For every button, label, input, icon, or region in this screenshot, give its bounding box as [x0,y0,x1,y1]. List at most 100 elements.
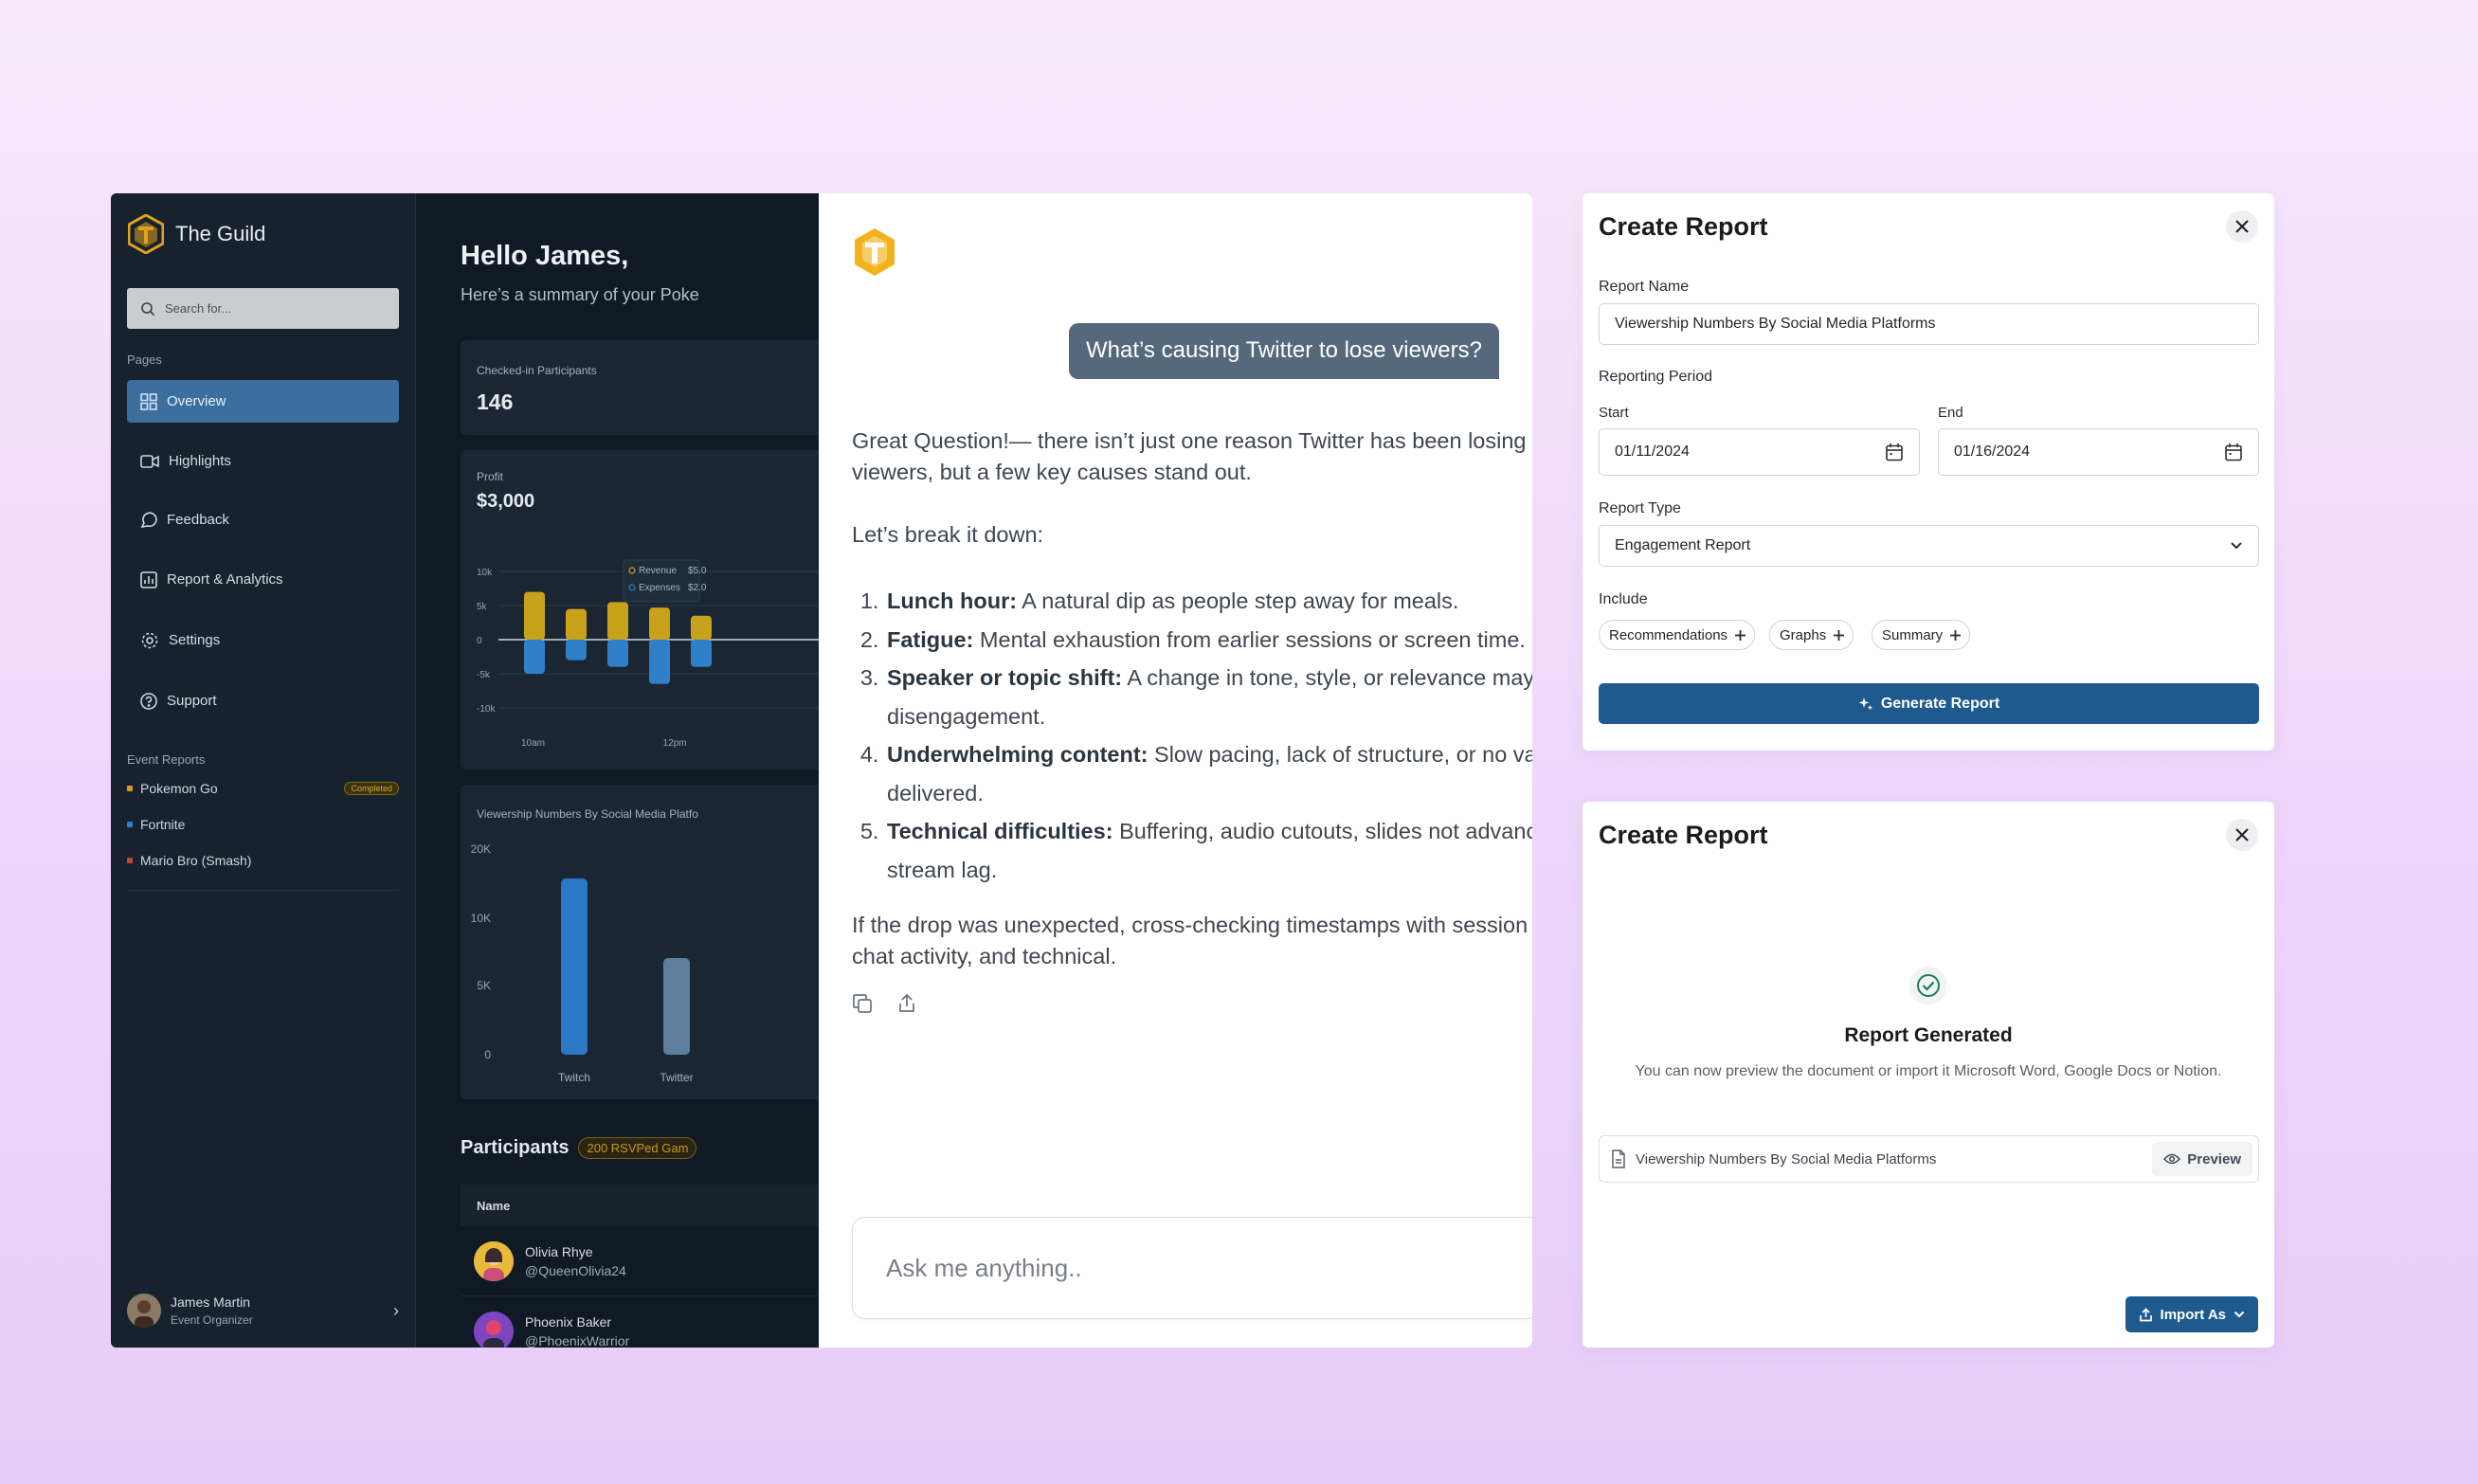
event-report-pokemon-go[interactable]: Pokemon Go Completed [127,781,399,796]
user-profile[interactable]: James Martin Event Organizer › [127,1285,399,1336]
x-tick-label: 12pm [663,738,687,749]
search-icon [140,301,155,317]
include-recommendations-chip[interactable]: Recommendations [1599,620,1756,650]
guild-logo-icon [853,226,896,278]
nav-item-highlights[interactable]: Highlights [127,440,399,482]
nav-label: Report & Analytics [167,571,283,588]
name-column-header[interactable]: Name [477,1198,511,1213]
expenses-bar [524,640,545,674]
brand[interactable]: The Guild [128,214,265,254]
nav-item-report-analytics[interactable]: Report & Analytics [127,558,399,601]
close-button[interactable] [2226,819,2258,851]
cause-title: Speaker or topic shift: [887,665,1123,690]
nav-item-settings[interactable]: Settings [127,619,399,661]
calendar-icon[interactable] [2224,443,2243,461]
avatar [474,1312,514,1348]
nav-label: Support [167,693,217,709]
report-generated-card: Create Report Report Generated You can n… [1583,802,2274,1348]
table-row[interactable]: Phoenix Baker @PhoenixWarrior [461,1296,819,1348]
calendar-icon[interactable] [1885,443,1904,461]
greeting: Hello James, [461,241,629,271]
report-name-value: Viewership Numbers By Social Media Platf… [1615,316,1936,332]
end-date-input[interactable]: 01/16/2024 [1938,428,2259,476]
event-report-mario-bro[interactable]: Mario Bro (Smash) [127,853,399,868]
table-row[interactable]: Olivia Rhye @QueenOlivia24 [461,1226,819,1296]
create-report-card: Create Report Report Name Viewership Num… [1583,193,2274,751]
profit-chart: 10k 5k 0 -5k -10k 10am 12pm Revenue $5.0 Expenses… [477,559,819,749]
report-generated-title: Report Generated [1844,1024,2013,1046]
sidebar-search-input[interactable]: Search for... [127,288,399,329]
copy-icon[interactable] [852,993,873,1014]
event-report-fortnite[interactable]: Fortnite [127,817,399,832]
help-icon [140,692,157,710]
event-name: Mario Bro (Smash) [140,853,252,868]
list-item: Lunch hour: A natural dip as people step… [885,582,1532,621]
include-graphs-chip[interactable]: Graphs [1769,620,1854,650]
chart-icon [140,570,157,588]
participant-handle: @PhoenixWarrior [525,1333,630,1348]
chevron-right-icon[interactable]: › [393,1300,399,1320]
close-icon [2235,828,2249,842]
reporting-period-label: Reporting Period [1599,369,1713,385]
generate-report-button[interactable]: Generate Report [1599,683,2259,724]
message-actions [852,993,917,1014]
checked-in-value: 146 [477,389,514,414]
profit-value: $3,000 [477,491,535,512]
report-type-select[interactable]: Engagement Report [1599,525,2259,567]
event-name: Pokemon Go [140,781,218,796]
file-name: Viewership Numbers By Social Media Platf… [1636,1150,1937,1167]
grid-icon [140,392,157,410]
pages-label: Pages [127,353,162,367]
report-type-label: Report Type [1599,500,1681,516]
expenses-bar [607,640,628,667]
legend-marker [628,584,636,591]
participant-name: Phoenix Baker [525,1314,612,1330]
import-as-button[interactable]: Import As [2125,1296,2258,1332]
nav-label: Settings [169,632,221,648]
answer-closing: If the drop was unexpected, cross-checki… [852,913,1532,968]
close-icon [2235,220,2249,233]
revenue-bar [607,602,628,640]
status-badge: Completed [344,782,399,795]
import-as-label: Import As [2160,1306,2226,1323]
search-placeholder: Search for... [165,301,232,316]
revenue-bar [649,607,670,640]
close-button[interactable] [2226,210,2258,243]
sparkle-icon [1858,697,1873,712]
nav-item-support[interactable]: Support [127,679,399,722]
video-icon [140,454,159,469]
cause-title: Underwhelming content: [887,742,1149,767]
answer-breakdown: Let’s break it down: [852,522,1044,547]
chat-input[interactable]: Ask me anything.. [852,1217,1532,1319]
card-title: Create Report [1599,212,1768,241]
y-tick-label: 5k [477,602,488,612]
start-date-input[interactable]: 01/11/2024 [1599,428,1920,476]
answer-intro: Great Question!— there isn’t just one re… [852,428,1527,484]
cause-list: Lunch hour: A natural dip as people step… [852,582,1532,889]
x-tick-label: 10am [521,738,545,749]
nav-item-overview[interactable]: Overview [127,380,399,423]
participants-header: Participants 200 RSVPed Gam [461,1137,697,1159]
preview-button[interactable]: Preview [2152,1142,2252,1176]
include-summary-chip[interactable]: Summary [1872,620,1971,650]
list-item: Underwhelming content: Slow pacing, lack… [885,735,1532,812]
dashboard-main: Hello James, Here’s a summary of your Po… [416,193,819,1348]
nav-label: Overview [167,393,226,409]
user-role: Event Organizer [171,1313,253,1327]
report-type-value: Engagement Report [1615,537,1751,553]
start-label: Start [1599,405,1629,421]
viewership-card: Viewership Numbers By Social Media Platf… [461,785,819,1099]
cause-text: Buffering, audio cutouts, slides not adv… [887,819,1532,882]
list-item: Fatigue: Mental exhaustion from earlier … [885,621,1532,660]
participant-name: Olivia Rhye [525,1243,593,1259]
revenue-bar [691,615,712,640]
nav-label: Feedback [167,512,229,528]
assistant-answer: Great Question!— there isn’t just one re… [852,425,1532,1004]
feedback-icon [140,511,157,529]
y-tick-label: 10K [471,912,491,925]
user-message-bubble: What’s causing Twitter to lose viewers? [1069,323,1499,379]
share-icon[interactable] [896,993,917,1014]
report-name-input[interactable]: Viewership Numbers By Social Media Platf… [1599,303,2259,345]
nav-item-feedback[interactable]: Feedback [127,498,399,541]
cause-title: Lunch hour: [887,588,1018,613]
